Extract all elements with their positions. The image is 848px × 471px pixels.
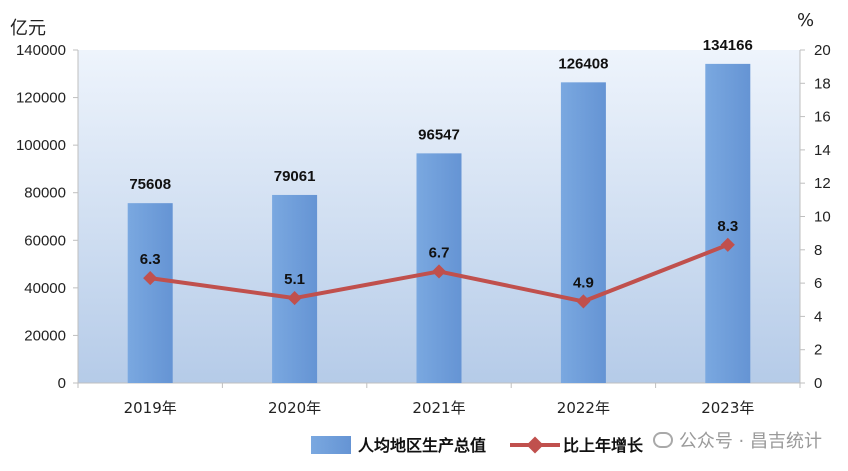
x-tick-label: 2023年: [701, 399, 754, 417]
bar-data-label: 134166: [703, 37, 753, 54]
y-right-tick-label: 16: [814, 109, 831, 126]
legend-line-label: 比上年增长: [563, 436, 644, 455]
line-data-label: 8.3: [717, 218, 738, 235]
y-right-tick-label: 14: [814, 142, 831, 159]
y-right-tick-label: 8: [814, 242, 822, 259]
y-left-tick-label: 20000: [24, 327, 66, 344]
x-tick-label: 2020年: [268, 399, 321, 417]
x-tick-label: 2021年: [412, 399, 465, 417]
bar: [127, 203, 173, 383]
line-data-label: 5.1: [284, 271, 305, 288]
bar: [560, 82, 606, 384]
x-tick-label: 2019年: [124, 399, 177, 417]
y-right-tick-label: 18: [814, 75, 831, 92]
watermark-text: 公众号 · 昌吉统计: [678, 431, 822, 452]
line-data-label: 4.9: [573, 274, 594, 291]
y-left-tick-label: 60000: [24, 232, 66, 249]
bar-data-label: 96547: [418, 126, 460, 143]
y-right-unit: %: [797, 10, 814, 31]
y-left-tick-label: 120000: [16, 90, 66, 107]
y-left-unit: 亿元: [10, 18, 46, 39]
chart-marks: 0 20000 40000 60000 80000 100000 120000 140000 0…: [16, 37, 831, 417]
y-right-tick-label: 20: [814, 42, 831, 59]
bar-data-label: 126408: [558, 55, 608, 72]
bar: [272, 194, 318, 383]
y-right-tick-label: 2: [814, 342, 822, 359]
watermark: 公众号 · 昌吉统计: [652, 427, 822, 453]
line-point: [143, 271, 158, 286]
line-point: [576, 294, 591, 309]
legend-bar-swatch: [311, 436, 351, 454]
line-data-label: 6.3: [140, 251, 161, 268]
y-left-tick-label: 80000: [24, 185, 66, 202]
line-point: [431, 264, 447, 279]
y-right-tick-label: 6: [814, 275, 822, 292]
wechat-icon: [652, 432, 673, 448]
legend: 人均地区生产总值 比上年增长: [311, 436, 644, 455]
bar: [705, 63, 751, 383]
line-data-label: 6.7: [429, 244, 450, 261]
line-point: [720, 237, 735, 252]
y-right-tick-label: 10: [814, 209, 831, 226]
legend-bar-label: 人均地区生产总值: [358, 436, 486, 455]
y-left-tick-label: 0: [58, 375, 66, 392]
bar-data-label: 79061: [274, 168, 316, 185]
x-tick-label: 2022年: [557, 399, 610, 417]
y-left-tick-label: 100000: [16, 137, 66, 154]
y-left-tick-label: 40000: [24, 280, 66, 297]
line-point: [287, 291, 302, 306]
legend-line-marker: [526, 436, 544, 454]
y-right-tick-label: 0: [814, 375, 822, 392]
y-left-tick-label: 140000: [16, 42, 66, 59]
bar-data-label: 75608: [129, 176, 171, 193]
y-right-tick-label: 4: [814, 308, 822, 325]
y-right-tick-label: 12: [814, 175, 831, 192]
